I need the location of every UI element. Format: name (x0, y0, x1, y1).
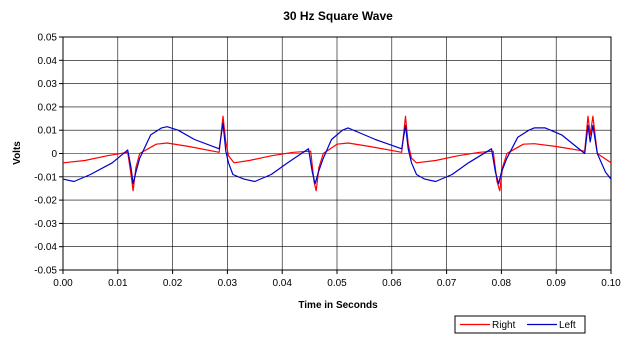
y-tick-label: 0.03 (38, 79, 58, 90)
legend: Right Left (454, 315, 586, 334)
x-tick-label: 0.02 (163, 278, 183, 289)
y-tick-label: -0.03 (34, 219, 57, 230)
y-tick-label: 0.01 (38, 126, 58, 137)
series-line-right (62, 115, 612, 192)
x-tick-label: 0.08 (492, 278, 512, 289)
legend-label-right: Right (492, 320, 516, 331)
x-tick-label: 0.07 (437, 278, 457, 289)
series-line-left (62, 122, 612, 185)
y-axis: 0.05 0.04 0.03 0.02 0.01 0 -0.01 -0.02 -0.03 -0.0… (34, 33, 63, 277)
x-axis-title: Time in Seconds (298, 300, 378, 311)
y-tick-label: 0 (51, 149, 57, 160)
y-tick-label: 0.02 (38, 102, 58, 113)
x-axis: 0.00 0.01 0.02 0.03 0.04 0.05 0.06 0.07 0.08 0.09… (53, 270, 621, 289)
x-tick-label: 0.10 (601, 278, 621, 289)
x-tick-label: 0.09 (546, 278, 566, 289)
chart-title: 30 Hz Square Wave (283, 9, 393, 23)
x-tick-label: 0.00 (53, 278, 73, 289)
x-tick-label: 0.05 (327, 278, 347, 289)
x-tick-label: 0.06 (382, 278, 402, 289)
y-tick-label: -0.05 (34, 266, 57, 277)
x-tick-label: 0.03 (218, 278, 238, 289)
x-tick-label: 0.04 (272, 278, 292, 289)
y-tick-label: -0.01 (34, 172, 57, 183)
x-tick-label: 0.01 (108, 278, 128, 289)
y-tick-label: 0.04 (38, 56, 58, 67)
y-axis-title: Volts (12, 141, 23, 165)
y-tick-label: -0.02 (34, 196, 57, 207)
series-layer (62, 115, 612, 192)
y-tick-label: -0.04 (34, 242, 57, 253)
legend-box (454, 315, 586, 334)
legend-label-left: Left (559, 320, 576, 331)
y-tick-label: 0.05 (38, 33, 58, 44)
